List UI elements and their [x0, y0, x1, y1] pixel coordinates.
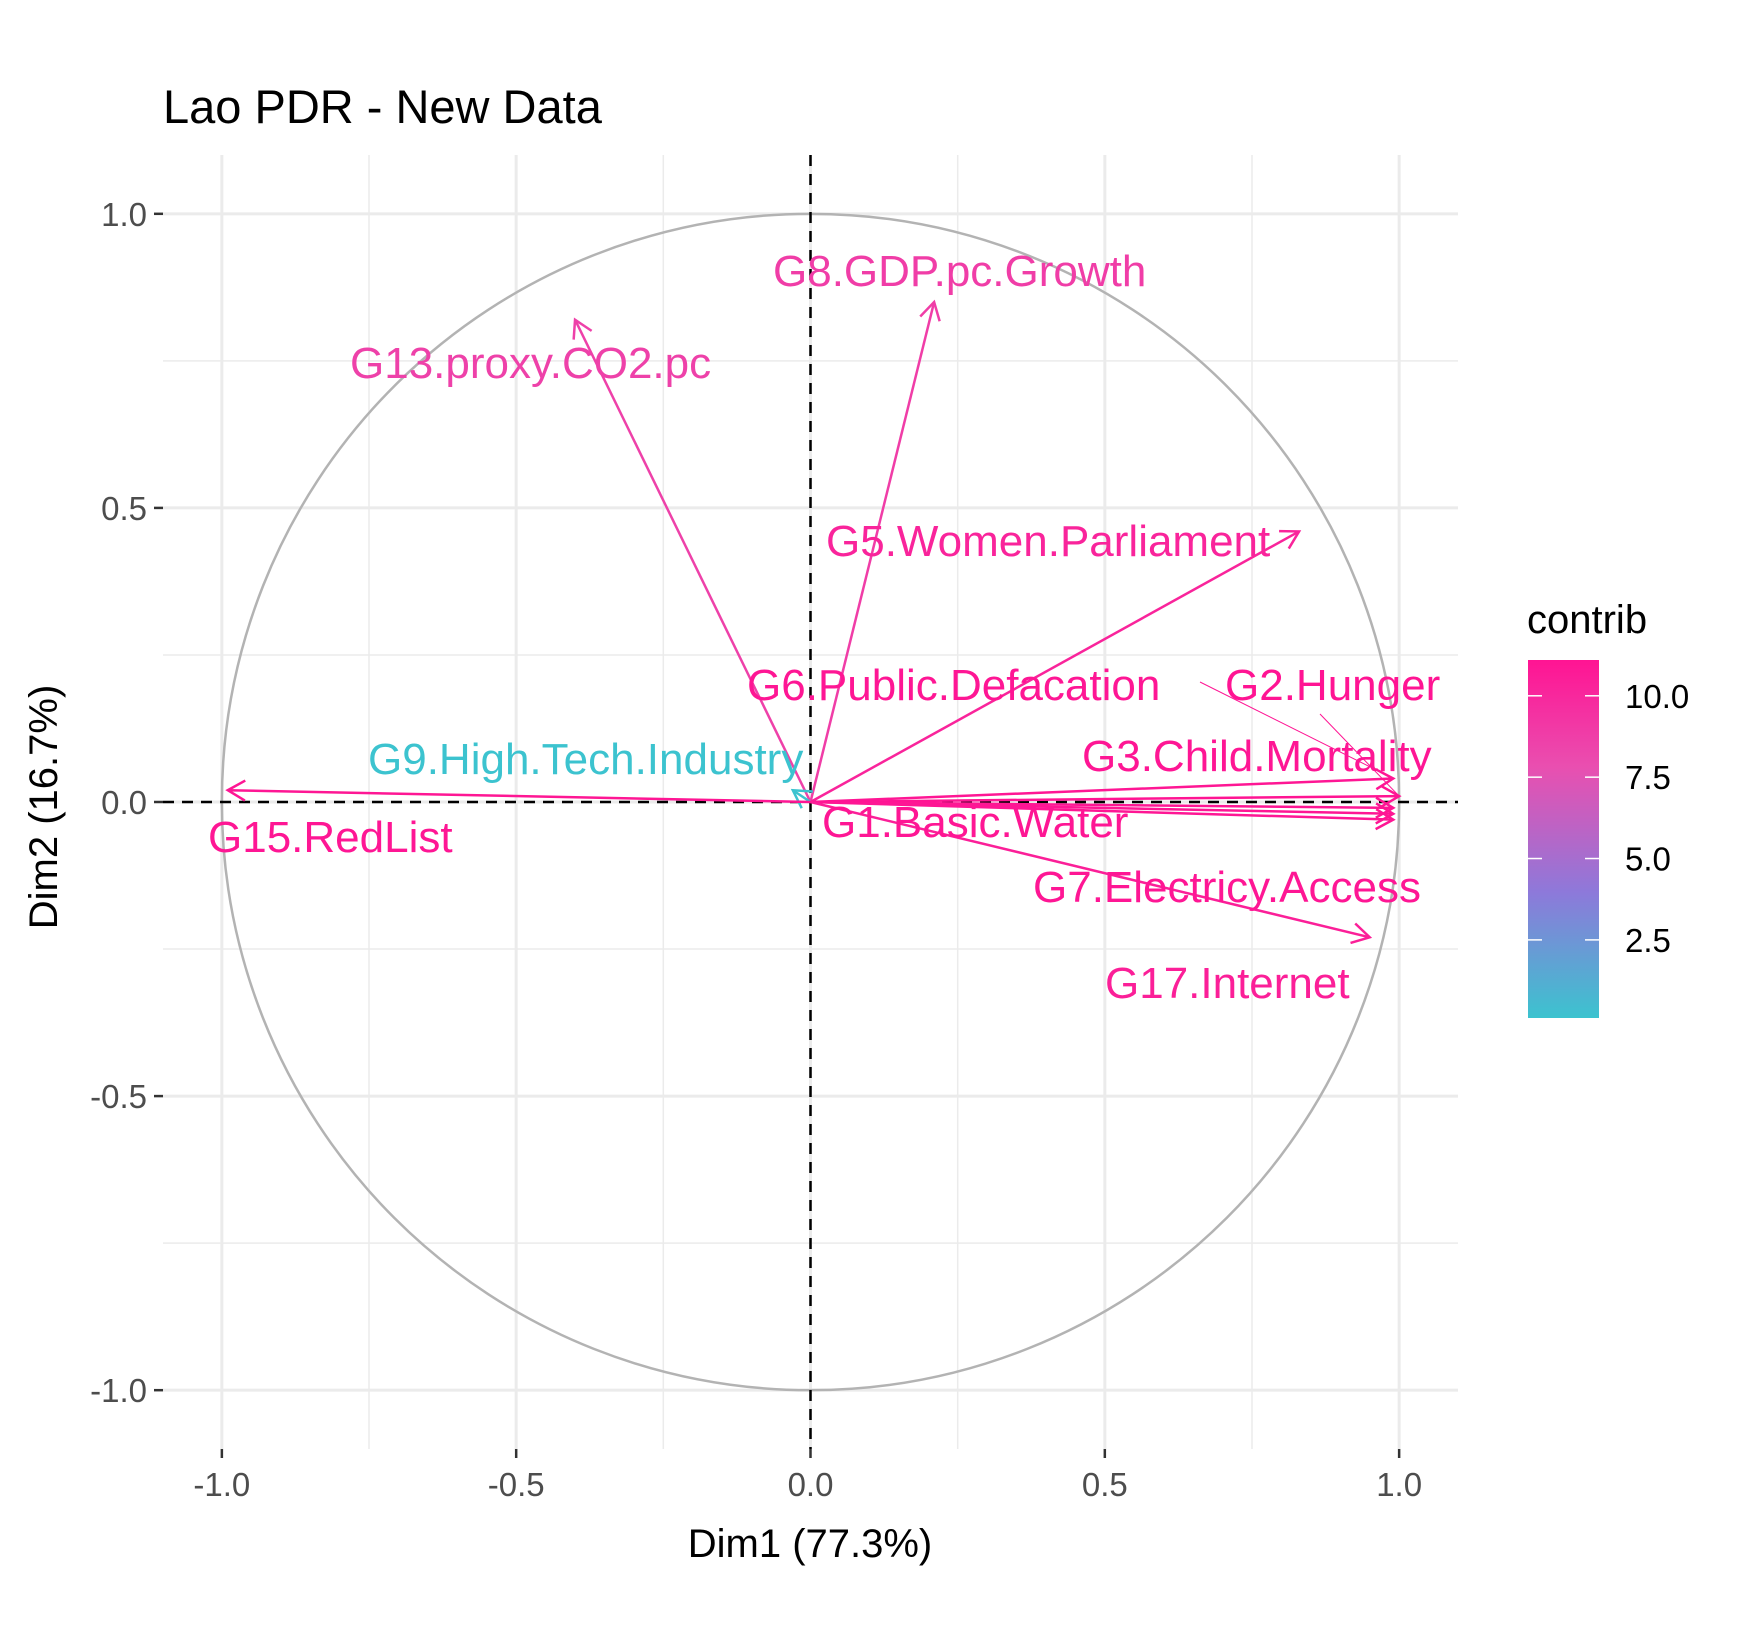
legend-tick-label: 2.5: [1625, 922, 1671, 959]
legend-ticks: 2.5 5.0 7.5 10.0: [1528, 678, 1689, 959]
legend-tick-label: 5.0: [1625, 841, 1671, 878]
legend-tick-label: 10.0: [1625, 678, 1689, 715]
arrow-g7-electricy-access: [810, 800, 1396, 825]
y-tick-label: -0.5: [90, 1078, 147, 1115]
label-g13-proxy-co2-pc: G13.proxy.CO2.pc: [350, 339, 711, 388]
x-tick-label: -1.0: [193, 1466, 250, 1503]
label-g15-redlist: G15.RedList: [208, 813, 453, 862]
label-leader-g6-public-defacation: [1199, 681, 1394, 779]
y-tick-label: -1.0: [90, 1372, 147, 1409]
label-g1-basic-water: G1.Basic.Water: [822, 798, 1128, 847]
label-g17-internet: G17.Internet: [1105, 959, 1350, 1008]
x-tick-label: -0.5: [488, 1466, 545, 1503]
chart-title: Lao PDR - New Data: [163, 80, 603, 133]
arrow-g5-women-parliament: [809, 529, 1302, 804]
arrow-g13-proxy-co2-pc: [572, 317, 812, 803]
y-tick-label: 0.5: [101, 490, 147, 527]
arrow-shaft: [809, 301, 936, 803]
x-tick-label: 0.5: [1082, 1466, 1128, 1503]
label-g7-electricy-access: G7.Electricy.Access: [1033, 863, 1421, 912]
legend-tick-label: 7.5: [1625, 759, 1671, 796]
arrow-shaft: [810, 800, 1370, 939]
variable-arrows: [225, 299, 1402, 945]
x-axis-ticks: -1.0 -0.5 0.0 0.5 1.0: [193, 1449, 1422, 1503]
arrow-g15-redlist: [225, 779, 811, 804]
arrow-g8-gdp-pc-growth: [809, 299, 941, 803]
arrow-shaft: [792, 789, 812, 804]
x-axis-title: Dim1 (77.3%): [688, 1522, 933, 1566]
variable-labels: G8.GDP.pc.Growth G13.proxy.CO2.pc G5.Women…: [208, 247, 1440, 1008]
label-g3-child-mortality: G3.Child.Mortality: [1082, 732, 1432, 781]
arrow-head: [225, 779, 246, 802]
x-tick-label: 1.0: [1376, 1466, 1422, 1503]
arrow-shaft: [573, 319, 812, 803]
label-g2-hunger: G2.Hunger: [1225, 661, 1440, 710]
legend-colorbar: [1528, 660, 1599, 1018]
arrow-shaft: [809, 530, 1300, 804]
y-axis-title: Dim2 (16.7%): [22, 685, 66, 930]
y-tick-label: 0.0: [101, 784, 147, 821]
label-leader-g2-hunger: [1319, 713, 1400, 797]
arrow-head: [1350, 922, 1373, 945]
legend: contrib 2.5 5.0 7.5 10.0: [1527, 598, 1689, 1018]
arrow-shaft: [810, 777, 1394, 804]
label-g9-high-tech-industry: G9.High.Tech.Industry: [368, 735, 803, 784]
label-g6-public-defacation: G6.Public.Defacation: [747, 661, 1160, 710]
arrow-shaft: [227, 788, 811, 804]
label-g8-gdp-pc-growth: G8.GDP.pc.Growth: [773, 247, 1146, 296]
y-axis-ticks: 1.0 0.5 0.0 -0.5 -1.0: [90, 196, 163, 1409]
y-tick-label: 1.0: [101, 196, 147, 233]
legend-title: contrib: [1527, 598, 1647, 642]
arrow-head: [919, 299, 941, 322]
arrow-head: [1279, 529, 1302, 550]
arrow-shaft: [810, 800, 1394, 816]
arrow-g17-internet: [810, 800, 1373, 945]
x-tick-label: 0.0: [788, 1466, 834, 1503]
arrow-head: [1375, 802, 1396, 825]
label-g5-women-parliament: G5.Women.Parliament: [826, 517, 1270, 566]
arrow-head: [572, 317, 593, 340]
arrow-shaft: [810, 794, 1400, 804]
